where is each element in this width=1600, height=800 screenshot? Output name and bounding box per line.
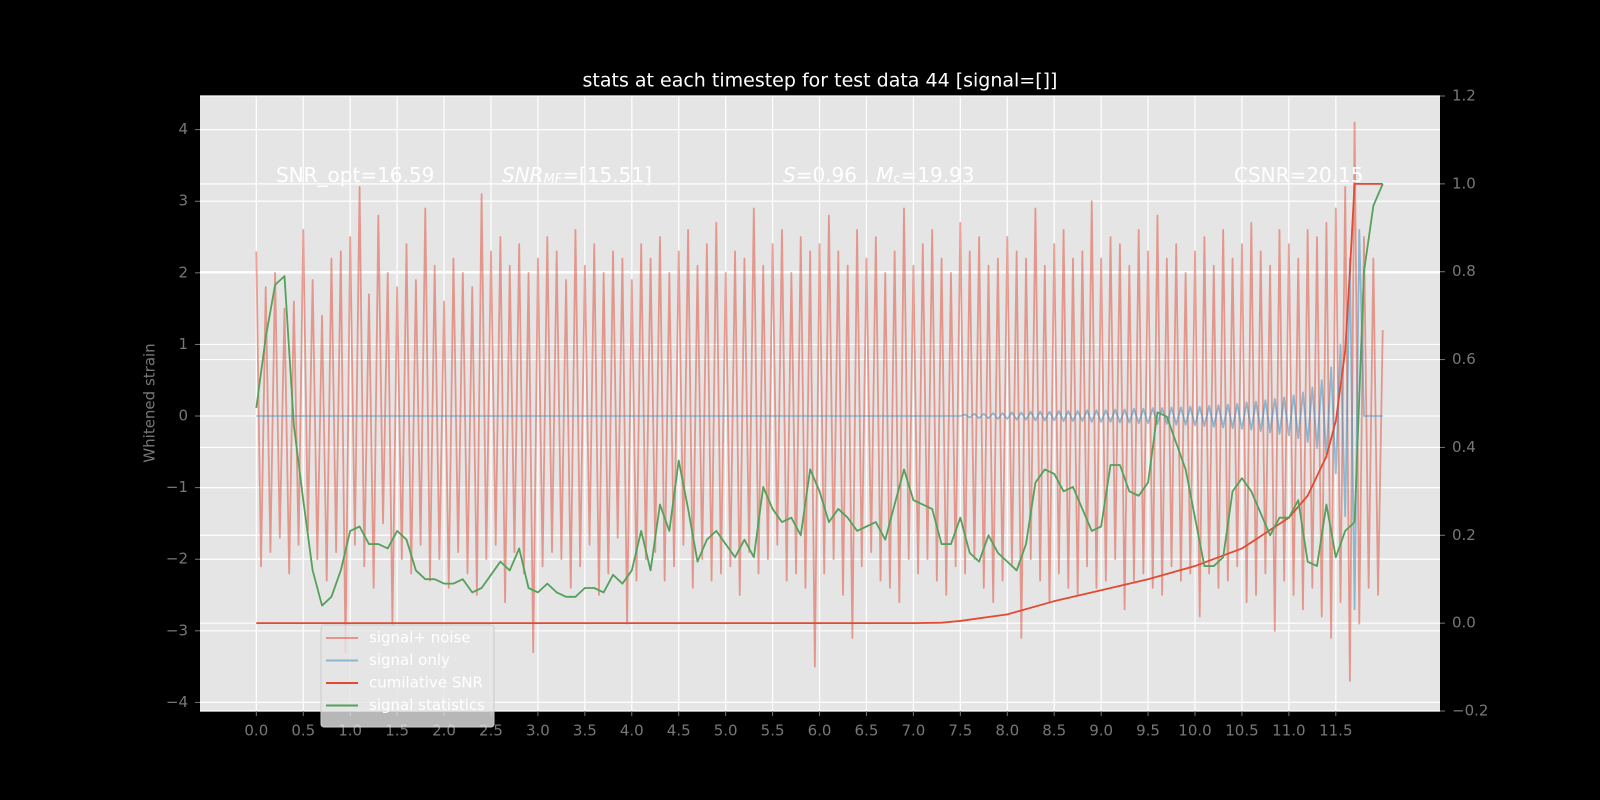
x-tick-label: 6.5 [855,722,879,740]
series-line [255,121,1384,682]
y2-tick-label: 0.0 [1452,614,1476,632]
x-tick-label: 4.5 [667,722,691,740]
series-line [256,228,1383,611]
x-tick-label: 10.0 [1178,722,1211,740]
annotations: SNR_opt=16.59 SNRMF=[15.51] S=0.96 , Mc=19… [276,163,1364,188]
annotation-part: =[15.51] [562,163,652,187]
legend-label: cumilative SNR [369,674,483,692]
x-tick-label: 11.0 [1272,722,1305,740]
x-tick-label: 5.5 [761,722,785,740]
annotation-part: M [876,163,893,187]
y-tick-label: −4 [166,693,188,711]
annotation-part: =0.96 , [796,163,876,187]
plot-lines [255,121,1384,682]
x-tick-label: 7.5 [948,722,972,740]
y-tick-label: −3 [166,621,188,639]
annotation: CSNR=20.15 [1234,163,1364,187]
y2-tick-label: −0.2 [1452,702,1488,720]
x-tick-label: 8.0 [995,722,1019,740]
x-tick-label: 5.0 [714,722,738,740]
y-tick-label: 1 [178,335,188,353]
x-tick-label: 11.5 [1319,722,1352,740]
series-line [256,182,1383,625]
annotation-part: c [893,172,900,187]
annotation-part: MF [544,172,563,187]
grid: −4 −3 −2 −1 0 1 2 3 4 −0.2 0.0 0.2 0.4 0.6 0.8 1.0 1.2 0.… [166,87,1489,740]
y-tick-label: 2 [178,263,188,281]
y2-tick-label: 0.8 [1452,262,1476,280]
annotation-part: S [783,163,796,187]
x-tick-label: 7.0 [901,722,925,740]
x-tick-label: 9.0 [1089,722,1113,740]
y-tick-label: 0 [178,407,188,425]
legend: signal+ noise signal only cumilative SNR si… [320,624,495,728]
x-tick-label: 0.0 [244,722,268,740]
legend-box [320,624,495,728]
annotation: S=0.96 , Mc=19.93 [783,163,975,188]
annotation-part: SNR_opt=16.59 [276,163,434,187]
x-tick-label: 6.0 [808,722,832,740]
x-tick-label: 4.0 [620,722,644,740]
y2-tick-label: 1.2 [1452,87,1476,105]
y-tick-label: −1 [166,478,188,496]
annotation: SNRMF=[15.51] [502,163,652,188]
series-line [255,183,1384,607]
x-tick-label: 3.5 [573,722,597,740]
legend-label: signal only [369,651,450,669]
x-tick-label: 3.0 [526,722,550,740]
x-tick-label: 9.5 [1136,722,1160,740]
y2-tick-label: 1.0 [1452,174,1476,192]
y-axis-label: Whitened strain [141,343,159,462]
y-tick-label: 4 [178,120,188,138]
annotation-part: SNR [502,163,544,187]
y2-tick-label: 0.6 [1452,350,1476,368]
y-tick-label: −2 [166,550,188,568]
x-tick-label: 0.5 [291,722,315,740]
annotation-part: CSNR=20.15 [1234,163,1364,187]
y2-tick-label: 0.4 [1452,438,1476,456]
annotation: SNR_opt=16.59 [276,163,434,187]
x-tick-label: 8.5 [1042,722,1066,740]
legend-label: signal statistics [369,696,485,714]
y-tick-label: 3 [178,192,188,210]
legend-label: signal+ noise [369,629,471,647]
x-tick-label: 10.5 [1225,722,1258,740]
annotation-part: =19.93 [901,163,975,187]
y2-tick-label: 0.2 [1452,526,1476,544]
chart-title: stats at each timestep for test data 44 … [583,70,1058,92]
